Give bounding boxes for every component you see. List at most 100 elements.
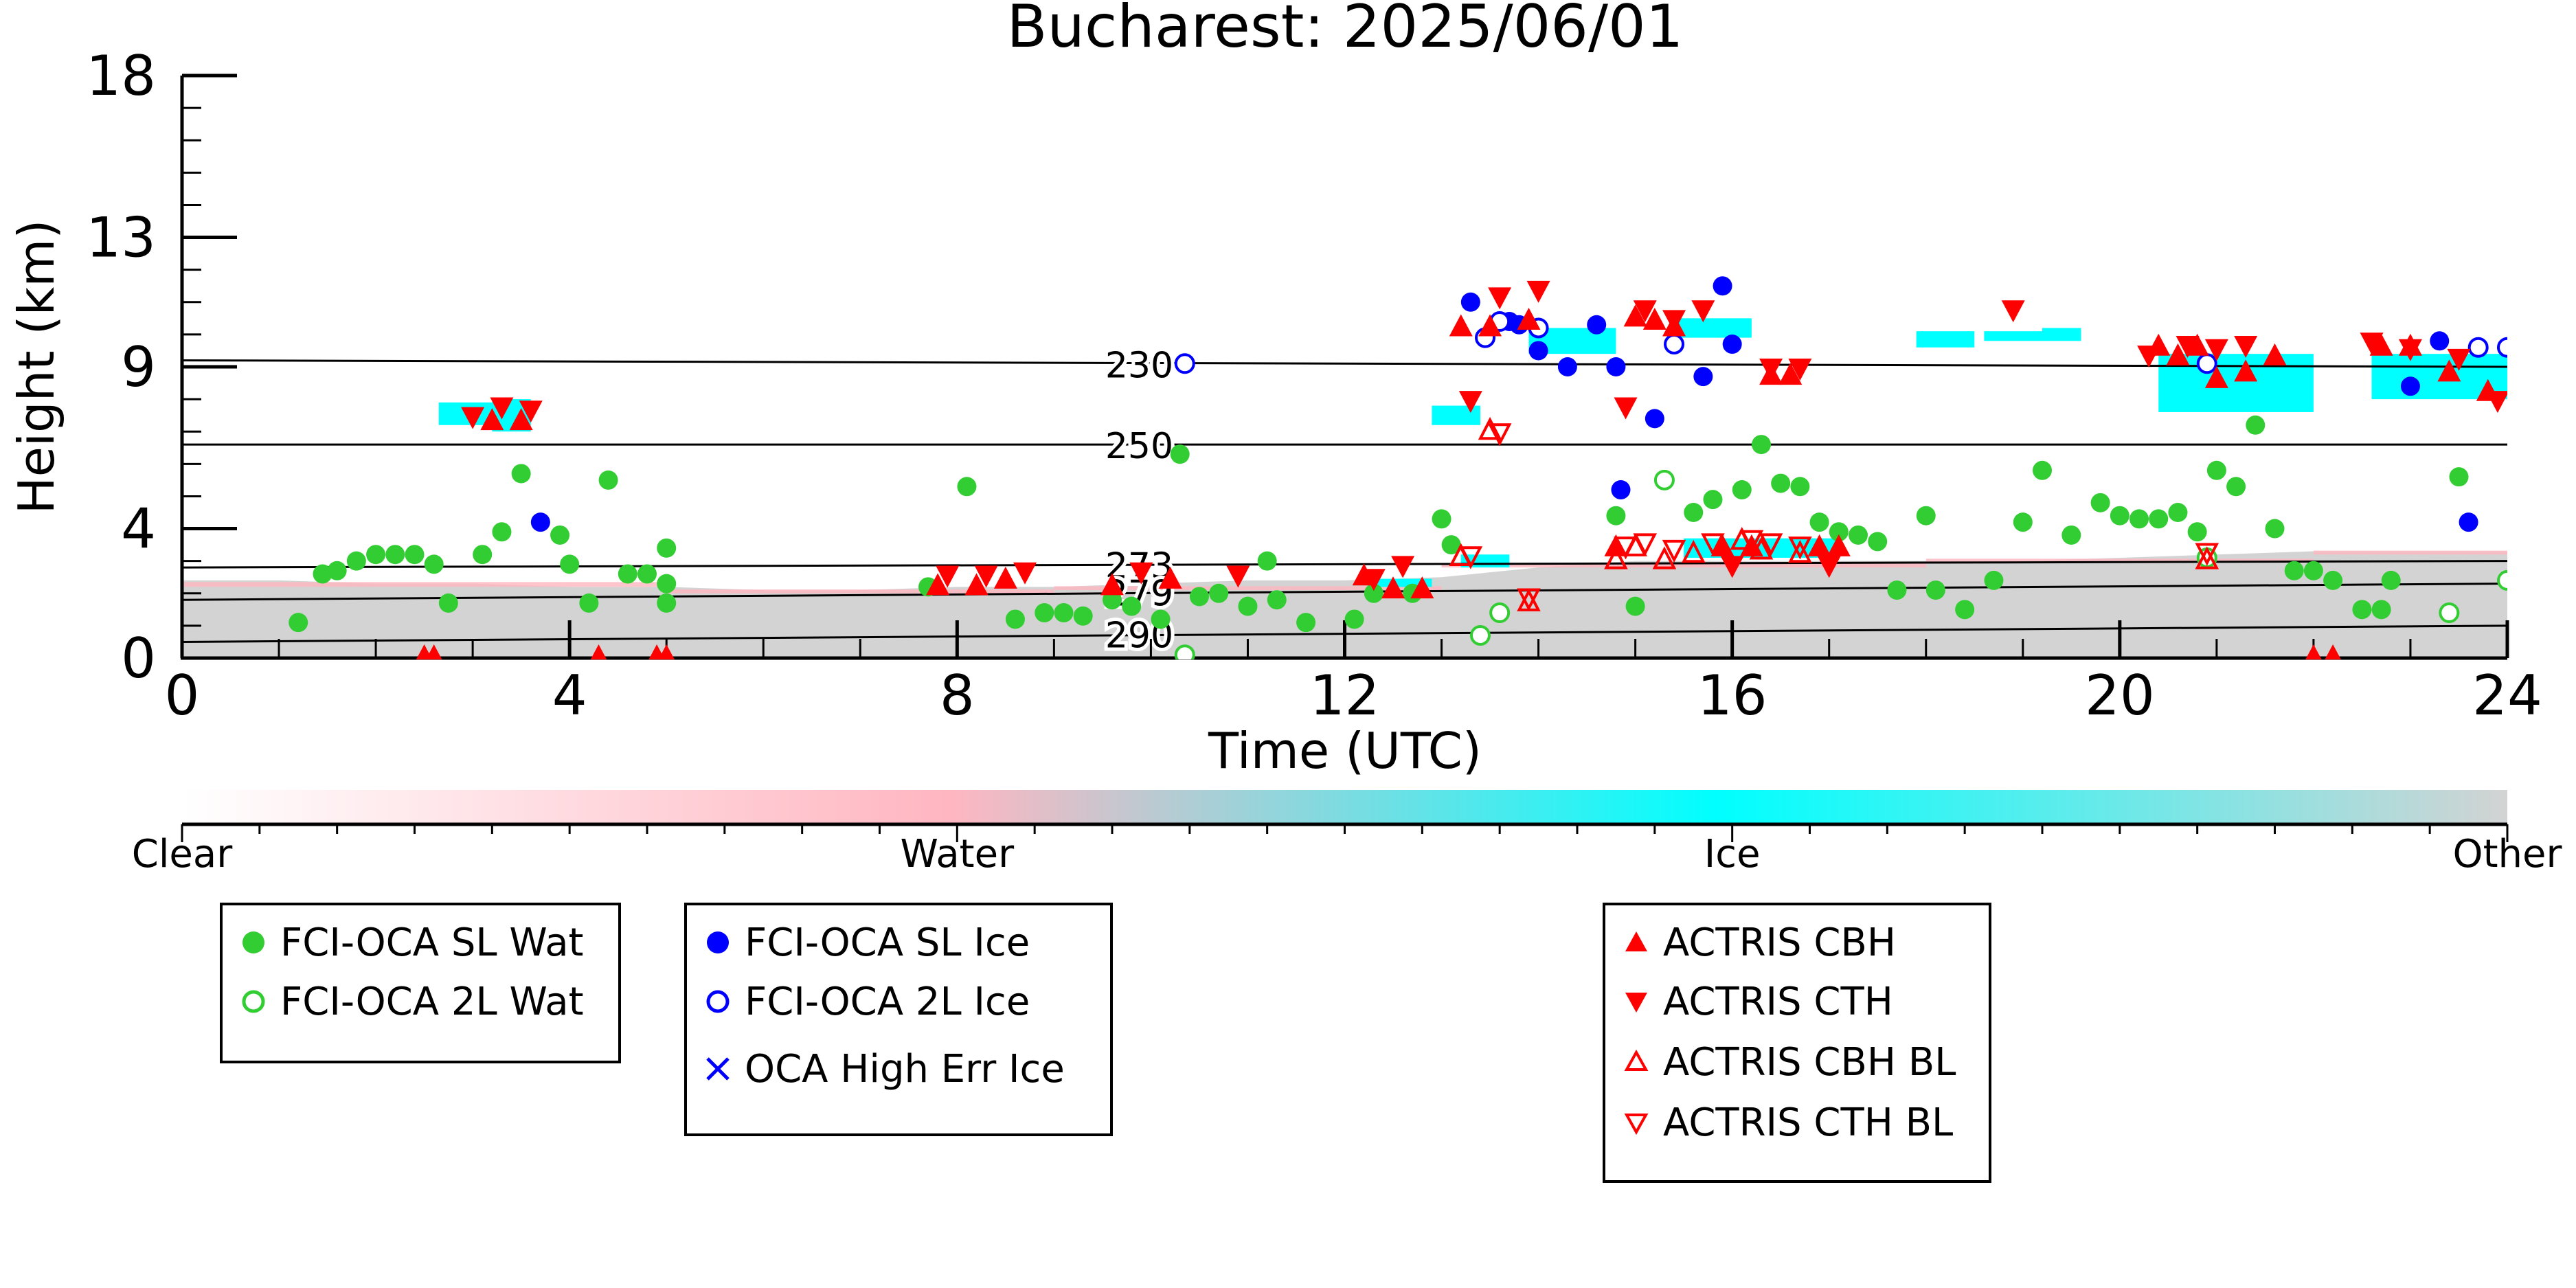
- ice-class-patch: [1984, 331, 2042, 341]
- data-point: [461, 407, 485, 429]
- data-point: [964, 573, 988, 596]
- data-point: [1788, 536, 1812, 560]
- data-point: [936, 565, 960, 588]
- data-point: [511, 464, 531, 484]
- data-point: [2497, 569, 2507, 591]
- x-tick-label: 4: [552, 664, 587, 727]
- data-point: [1817, 556, 1841, 578]
- data-point: [327, 561, 347, 580]
- data-point: [579, 593, 599, 613]
- data-point: [1528, 341, 1548, 361]
- data-point: [1710, 534, 1735, 556]
- data-point: [1604, 546, 1628, 569]
- data-point: [2013, 512, 2033, 532]
- data-point: [2439, 602, 2460, 624]
- legend-label: ACTRIS CBH BL: [1663, 1039, 1956, 1085]
- data-point: [366, 545, 386, 565]
- data-point: [1788, 539, 1812, 563]
- ice-class-patch: [1373, 578, 1432, 587]
- data-point: [1035, 603, 1054, 623]
- data-point: [1925, 580, 1945, 600]
- data-point: [1739, 534, 1763, 556]
- data-point: [1100, 573, 1124, 596]
- data-point: [1827, 534, 1851, 556]
- data-point: [658, 644, 675, 659]
- data-point: [2176, 336, 2200, 359]
- data-point: [1614, 397, 1638, 420]
- data-point: [1684, 503, 1704, 522]
- data-point: [1633, 533, 1658, 556]
- data-point: [1158, 566, 1182, 589]
- data-point: [1625, 596, 1645, 616]
- data-point: [1189, 587, 1209, 607]
- data-point: [2398, 339, 2422, 361]
- data-point: [1606, 357, 1626, 376]
- series-actris-cth-bl: [1458, 423, 2219, 611]
- y-tick-label: 4: [121, 497, 156, 561]
- data-point: [1749, 536, 1774, 560]
- isotherm-line: [181, 359, 2508, 368]
- data-point: [1391, 556, 1415, 578]
- data-point: [289, 613, 308, 633]
- data-point: [1488, 287, 1512, 310]
- data-point: [2110, 506, 2129, 526]
- legend-marker-x: [706, 1057, 730, 1081]
- data-point: [2430, 331, 2450, 351]
- data-point: [1664, 334, 1685, 355]
- colorbar-label: Clear: [132, 832, 233, 877]
- legend-marker-open-triangle-down: [1624, 1114, 1649, 1136]
- data-point: [2497, 337, 2507, 358]
- y-axis-label: Height (km): [8, 220, 65, 515]
- data-point: [1778, 363, 1803, 385]
- data-point: [1226, 565, 1250, 588]
- legend-marker-open-circle: [242, 990, 265, 1013]
- data-point: [1633, 300, 1657, 323]
- data-point: [2305, 644, 2322, 659]
- data-point: [974, 565, 998, 588]
- data-point: [1653, 469, 1675, 490]
- y-tick-label: 13: [86, 206, 156, 270]
- data-point: [1701, 533, 1725, 556]
- legend-marker-filled-triangle-down: [1625, 993, 1647, 1013]
- data-point: [1722, 335, 1742, 354]
- data-point: [2265, 519, 2285, 539]
- colorbar-labels: Clear Water Ice Other: [132, 832, 2563, 877]
- legend-marker-filled-circle: [707, 931, 729, 953]
- data-point: [1526, 280, 1550, 303]
- data-point: [1587, 315, 1607, 335]
- data-point: [1170, 444, 1190, 464]
- data-point: [550, 525, 570, 545]
- data-point: [424, 554, 444, 574]
- ice-class-patch: [1674, 318, 1752, 338]
- data-point: [2033, 460, 2052, 480]
- data-point: [492, 522, 512, 542]
- colorbar-label: Ice: [1704, 832, 1761, 877]
- data-point: [1868, 532, 1888, 552]
- data-point: [519, 400, 543, 423]
- data-point: [2204, 365, 2228, 388]
- water-class-band: [666, 589, 1054, 594]
- data-point: [1458, 546, 1483, 569]
- data-point: [2168, 503, 2188, 522]
- data-point: [2323, 570, 2343, 590]
- legend-marker-open-circle: [706, 990, 730, 1013]
- data-point: [1174, 644, 1195, 659]
- legend-marker-filled-circle: [242, 931, 264, 953]
- data-point: [509, 408, 533, 431]
- data-point: [1809, 512, 1829, 532]
- other-class-region: [182, 551, 2507, 658]
- data-point: [2263, 343, 2287, 365]
- series-actris-cth: [461, 280, 2507, 591]
- water-class-band: [1925, 558, 2314, 563]
- data-point: [2195, 543, 2219, 566]
- data-point: [560, 554, 580, 574]
- series-fci-oca-sl-wat: [289, 415, 2469, 633]
- legend-label: OCA High Err Ice: [745, 1046, 1065, 1092]
- legend-item-2l-ice: FCI-OCA 2L Ice: [701, 980, 1030, 1024]
- data-point: [490, 397, 514, 420]
- data-point: [1517, 308, 1541, 330]
- y-axis-ticks: 0 4 9 13 18: [86, 44, 237, 690]
- data-point: [1623, 304, 1647, 327]
- chart-title: Bucharest: 2025/06/01: [1007, 0, 1684, 61]
- data-point: [598, 470, 618, 490]
